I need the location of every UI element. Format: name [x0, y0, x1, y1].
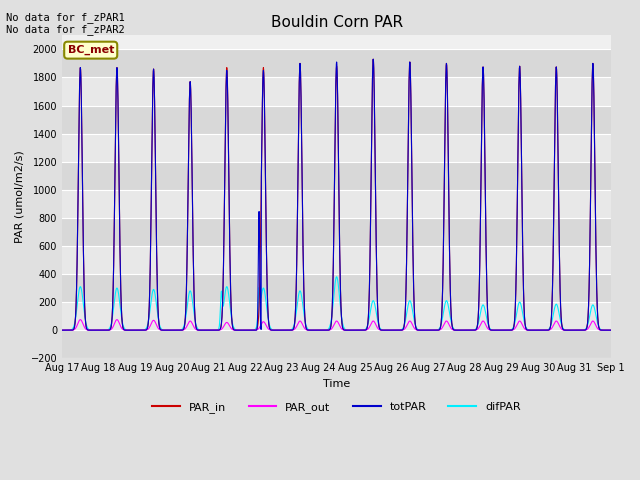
Bar [62, 77, 611, 106]
Bar [62, 133, 611, 162]
Text: No data for f_zPAR1: No data for f_zPAR1 [6, 12, 125, 23]
Bar [62, 246, 611, 274]
Text: No data for f_zPAR2: No data for f_zPAR2 [6, 24, 125, 35]
Bar [62, 106, 611, 133]
Y-axis label: PAR (umol/m2/s): PAR (umol/m2/s) [15, 150, 25, 243]
Text: BC_met: BC_met [68, 45, 114, 55]
Bar [62, 330, 611, 358]
Title: Bouldin Corn PAR: Bouldin Corn PAR [271, 15, 403, 30]
X-axis label: Time: Time [323, 379, 350, 389]
Bar [62, 190, 611, 218]
Bar [62, 302, 611, 330]
Legend: PAR_in, PAR_out, totPAR, difPAR: PAR_in, PAR_out, totPAR, difPAR [148, 397, 525, 417]
Bar [62, 218, 611, 246]
Bar [62, 274, 611, 302]
Bar [62, 162, 611, 190]
Bar [62, 49, 611, 77]
